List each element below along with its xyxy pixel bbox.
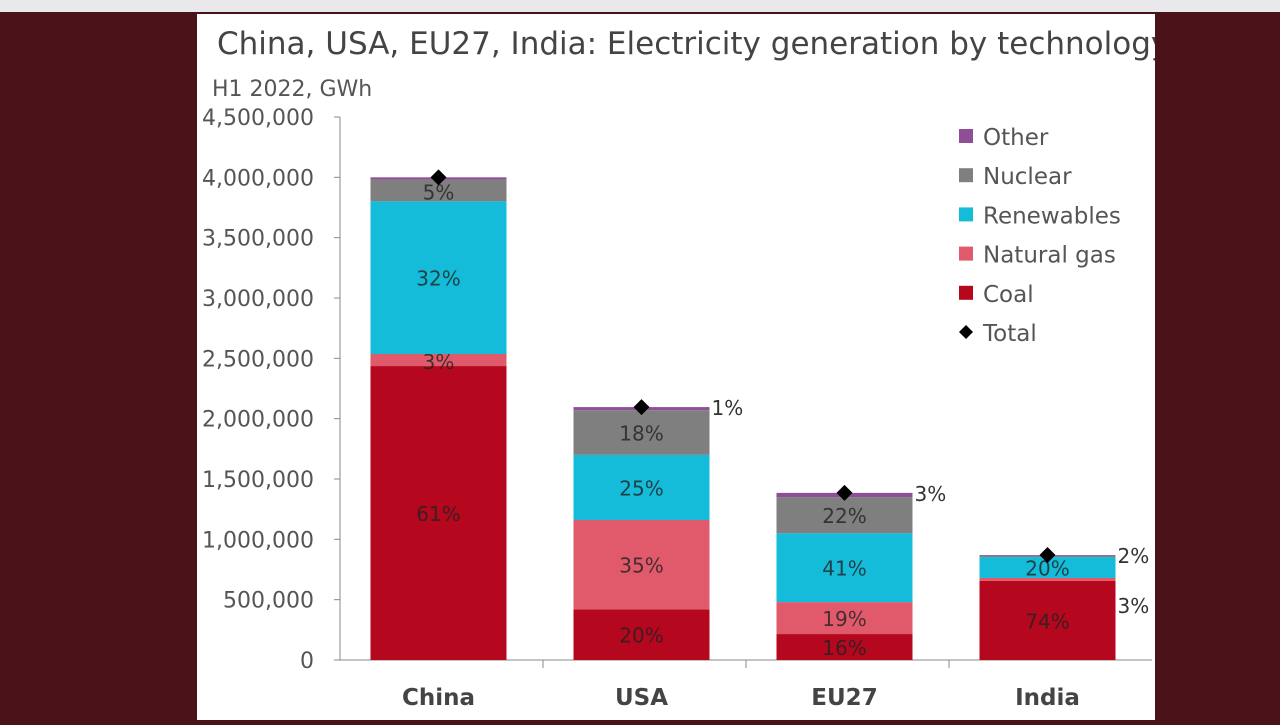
bar-segment-renewables	[979, 557, 1116, 578]
chart-subtitle: H1 2022, GWh	[212, 77, 372, 102]
y-tick-label: 500,000	[223, 589, 314, 614]
data-label: 61%	[416, 502, 460, 526]
data-label: 41%	[822, 557, 866, 581]
data-label: 3%	[1118, 594, 1150, 618]
bar-segment-nuclear	[776, 497, 913, 534]
x-tick-label: EU27	[811, 685, 877, 711]
y-tick-label: 2,000,000	[202, 408, 314, 433]
legend-label: Natural gas	[983, 243, 1116, 269]
data-label: 19%	[822, 607, 866, 631]
y-tick-label: 0	[300, 649, 314, 674]
legend-swatch	[959, 129, 973, 143]
stacked-bar-chart: China, USA, EU27, India: Electricity gen…	[202, 26, 1169, 711]
x-tick-label: India	[1015, 685, 1080, 711]
legend-label: Renewables	[983, 203, 1121, 229]
chart-card: China, USA, EU27, India: Electricity gen…	[197, 14, 1169, 720]
legend-label: Nuclear	[983, 164, 1072, 190]
y-tick-label: 4,500,000	[202, 106, 314, 131]
data-label: 22%	[822, 504, 866, 528]
bar-segment-renewables	[573, 454, 710, 521]
data-label: 3%	[915, 482, 947, 506]
browser-toolbar	[0, 0, 1280, 12]
data-label: 35%	[619, 554, 663, 578]
x-tick-label: China	[402, 685, 475, 711]
bar-segment-nuclear	[573, 410, 710, 455]
bar-segment-coal	[370, 366, 507, 660]
y-tick-label: 2,500,000	[202, 347, 314, 372]
data-label: 74%	[1025, 609, 1069, 633]
data-label: 20%	[619, 624, 663, 648]
total-marker	[430, 169, 447, 186]
legend-marker	[959, 325, 973, 339]
legend-label: Coal	[983, 282, 1034, 308]
total-marker	[836, 484, 853, 501]
data-label: 18%	[619, 422, 663, 446]
legend-swatch	[959, 168, 973, 183]
y-tick-label: 1,000,000	[202, 528, 314, 553]
total-marker	[633, 399, 650, 416]
bar-segment-natural-gas	[573, 520, 710, 610]
data-label: 32%	[416, 267, 460, 291]
data-label: 1%	[712, 396, 744, 420]
y-tick-label: 3,500,000	[202, 227, 314, 252]
y-tick-label: 1,500,000	[202, 468, 314, 493]
bar-segment-coal	[979, 580, 1116, 660]
y-tick-label: 4,000,000	[202, 166, 314, 191]
bar-segment-coal	[573, 609, 710, 660]
total-marker	[1039, 547, 1056, 564]
data-label: 2%	[1118, 544, 1150, 568]
data-label: 25%	[619, 476, 663, 500]
data-label: 16%	[822, 636, 866, 660]
bar-segment-natural-gas	[776, 602, 913, 635]
bar-segment-natural-gas	[370, 353, 507, 367]
bar-segment-nuclear	[370, 179, 507, 202]
bar-segment-coal	[776, 634, 913, 660]
legend-label: Other	[983, 125, 1049, 151]
bar-segment-renewables	[370, 201, 507, 354]
bar-segment-natural-gas	[979, 577, 1116, 581]
x-tick-label: USA	[615, 685, 668, 711]
legend-label: Total	[982, 321, 1037, 347]
chart-title: China, USA, EU27, India: Electricity gen…	[217, 26, 1155, 62]
legend-swatch	[959, 285, 973, 300]
bar-segment-renewables	[776, 533, 913, 603]
y-tick-label: 3,000,000	[202, 287, 314, 312]
legend-swatch	[959, 246, 973, 261]
legend-swatch	[959, 207, 973, 222]
